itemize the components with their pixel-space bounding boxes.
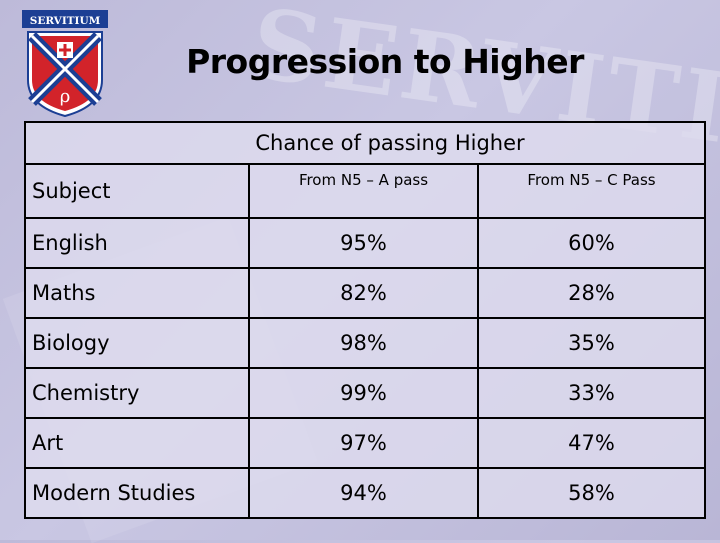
subject-cell: Biology [24,317,250,369]
a-pass-cell: 94% [248,467,479,519]
subject-cell: Maths [24,267,250,319]
subject-cell: Modern Studies [24,467,250,519]
crest-symbol-icon: ρ [60,86,71,107]
table-row: Modern Studies 94% 58% [24,467,707,519]
table-group-header-row: Chance of passing Higher [23,121,707,164]
a-pass-cell: 97% [248,417,479,469]
c-pass-cell: 60% [476,217,707,269]
table-header-row: Subject From N5 – A pass From N5 – C Pas… [24,163,707,219]
a-pass-header: From N5 – A pass [248,163,479,219]
a-pass-cell: 82% [248,267,479,319]
c-pass-header: From N5 – C Pass [476,163,707,219]
subject-cell: Chemistry [24,367,250,419]
c-pass-cell: 28% [476,267,707,319]
table-row: Maths 82% 28% [24,267,707,319]
crest-banner [22,10,108,28]
subject-header: Subject [24,163,250,219]
progression-table: Chance of passing Higher Subject From N5… [23,121,707,519]
c-pass-cell: 58% [476,467,707,519]
a-pass-cell: 95% [248,217,479,269]
subject-cell: Art [24,417,250,469]
table-row: Art 97% 47% [24,417,707,469]
a-pass-cell: 99% [248,367,479,419]
subject-cell: English [24,217,250,269]
table-row: English 95% 60% [24,217,707,269]
school-crest-logo: SERVITIUM ρ [22,10,108,118]
crest-text: SERVITIUM [30,15,101,27]
page-title: Progression to Higher [186,42,584,81]
c-pass-cell: 33% [476,367,707,419]
table-row: Chemistry 99% 33% [24,367,707,419]
group-header: Chance of passing Higher [23,121,707,164]
c-pass-cell: 47% [476,417,707,469]
c-pass-cell: 35% [476,317,707,369]
a-pass-cell: 98% [248,317,479,369]
table-row: Biology 98% 35% [24,317,707,369]
